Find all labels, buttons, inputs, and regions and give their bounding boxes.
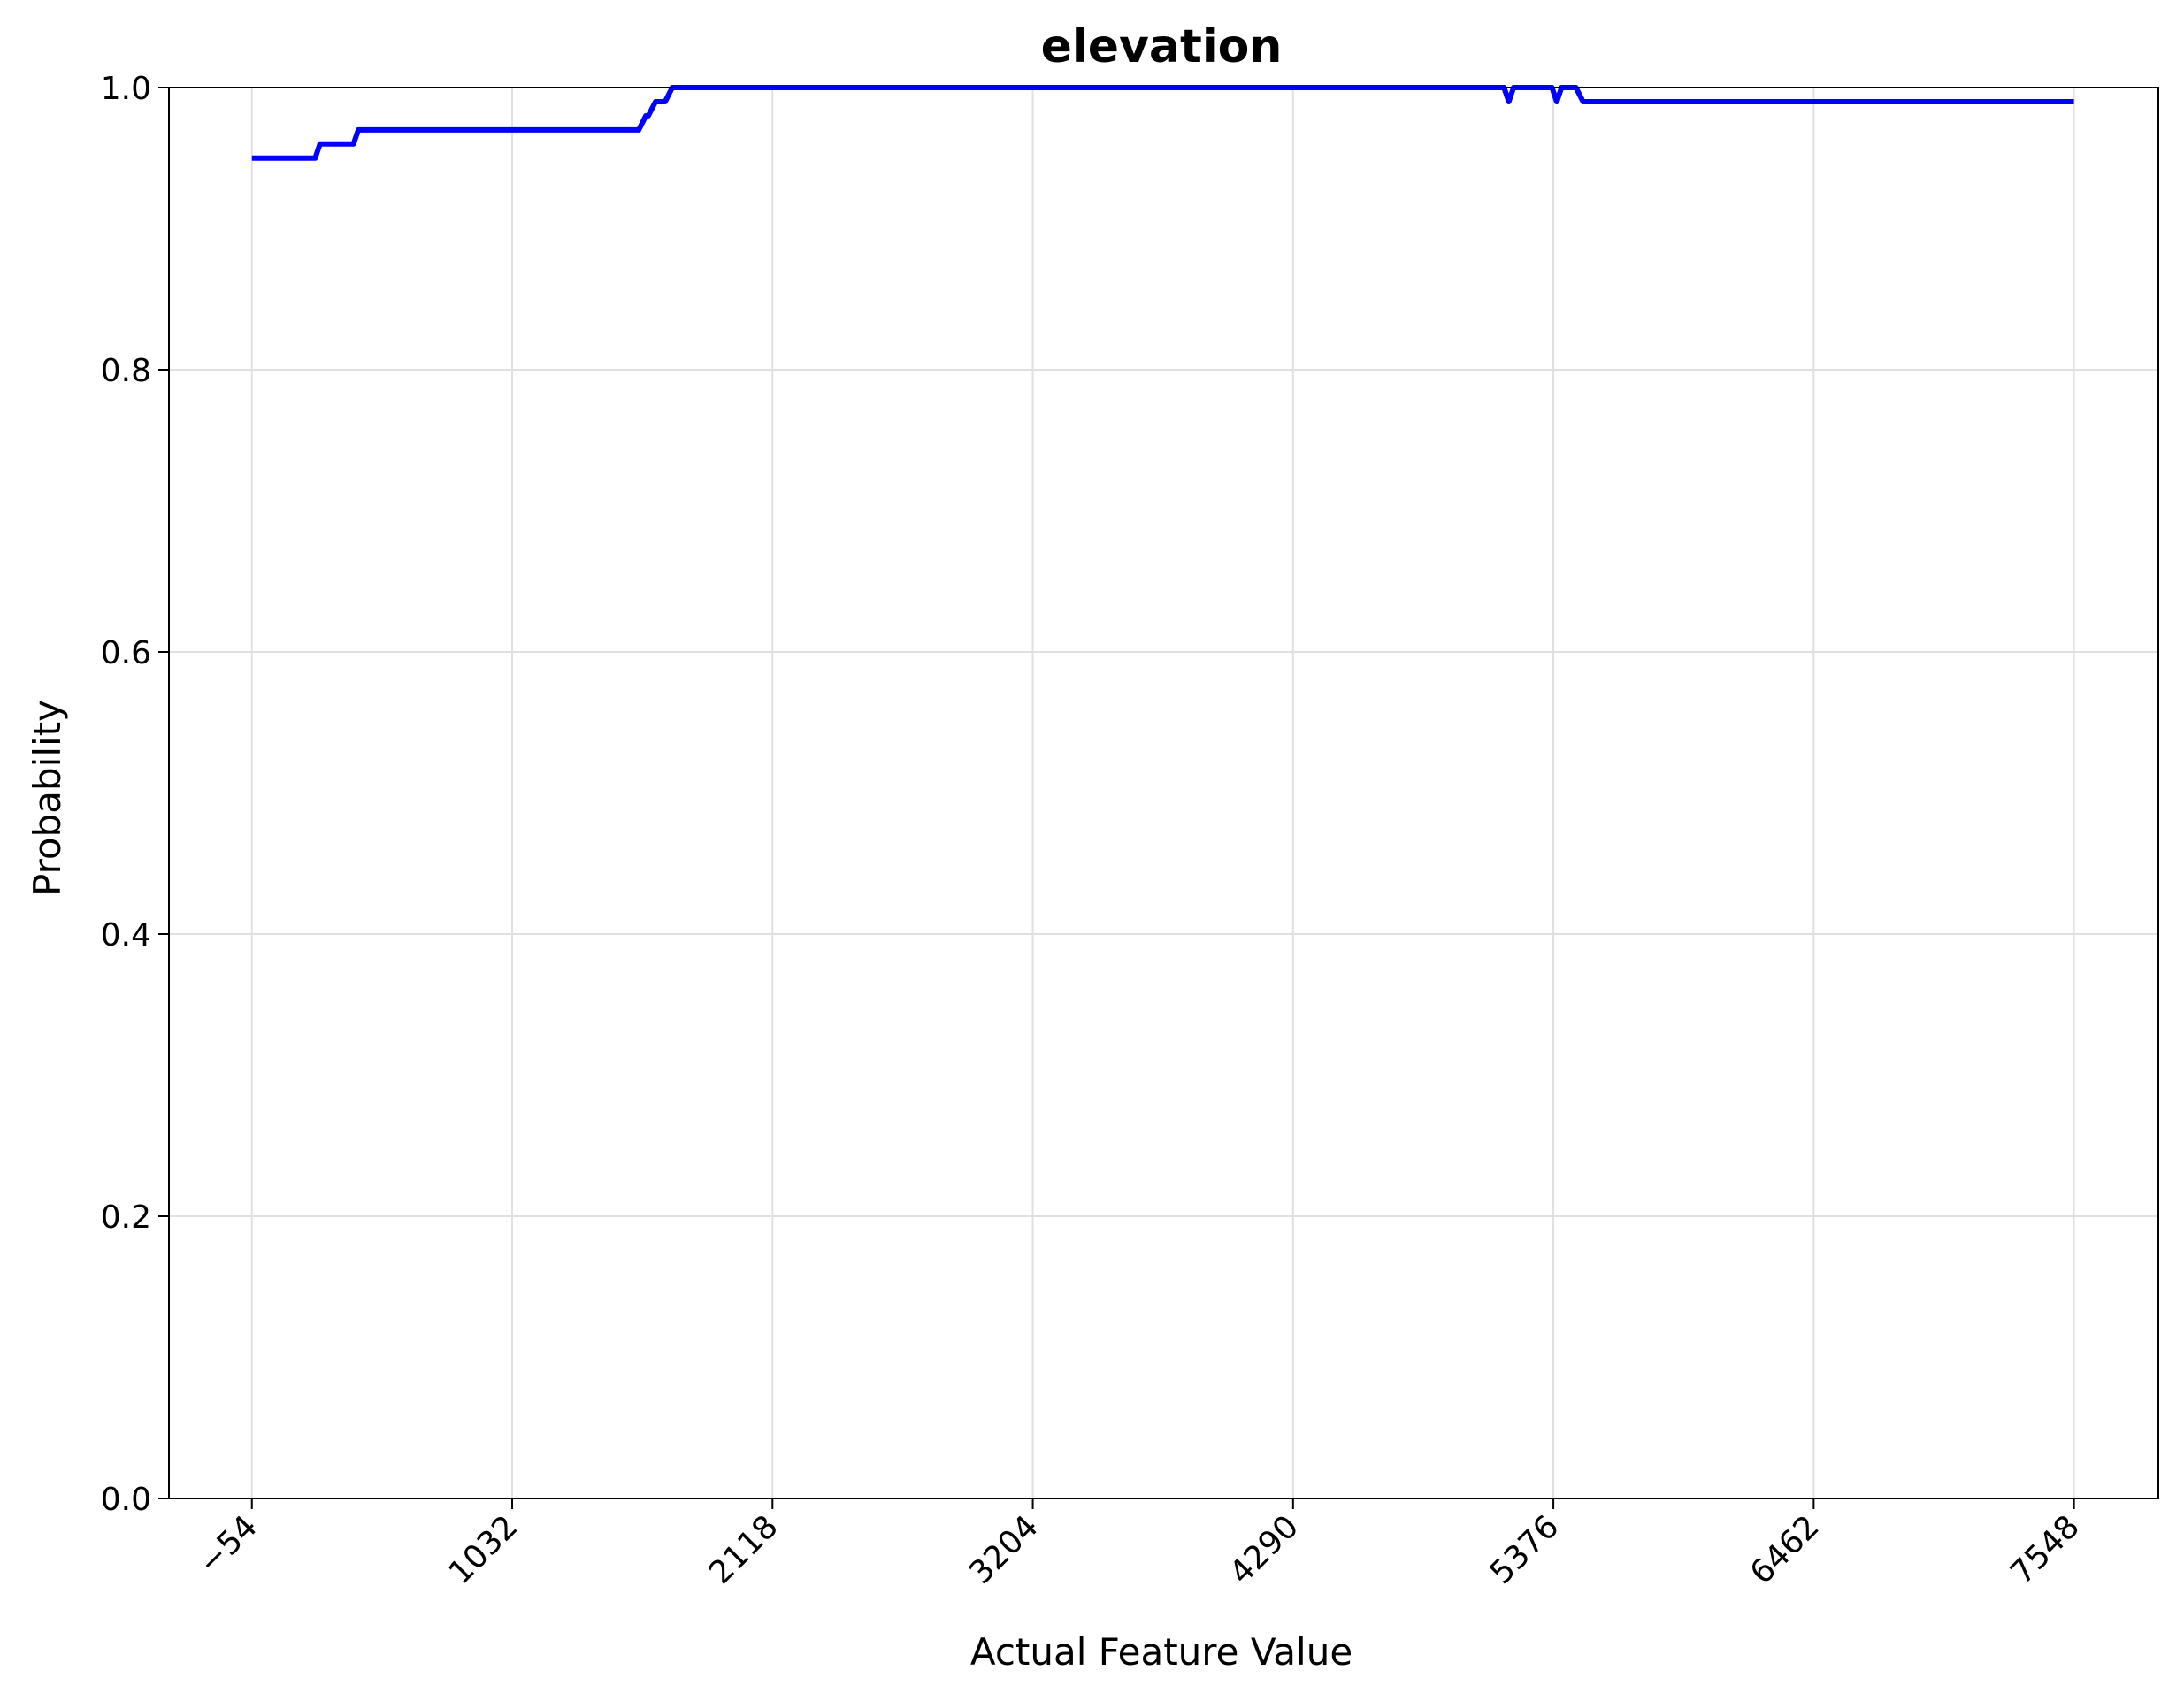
- chart-title: elevation: [1041, 20, 1283, 73]
- x-tick-label: 7548: [2004, 1508, 2087, 1591]
- y-tick-label: 0.2: [101, 1199, 151, 1236]
- x-tick-label: 3204: [962, 1508, 1046, 1591]
- x-tick-label: −54: [191, 1508, 264, 1582]
- x-axis-label: Actual Feature Value: [970, 1630, 1353, 1674]
- y-tick-label: 0.6: [101, 635, 151, 671]
- x-tick-label: 4290: [1222, 1508, 1306, 1591]
- plot-frame: [168, 87, 2159, 1499]
- x-axis: −54 1032 2118 3204 4290 5376 6462 7548: [191, 1498, 2087, 1591]
- grid-lines: [169, 88, 2158, 1498]
- x-tick-label: 5376: [1483, 1508, 1567, 1591]
- y-tick-label: 0.8: [101, 353, 151, 389]
- x-tick-label: 2118: [702, 1508, 785, 1591]
- y-axis-label: Probability: [26, 700, 69, 896]
- plot-series: [251, 85, 2074, 161]
- x-tick-label: 1032: [442, 1508, 525, 1591]
- x-tick-label: 6462: [1743, 1508, 1827, 1591]
- series-line: [251, 85, 2074, 161]
- y-tick-label: 0.0: [101, 1482, 151, 1518]
- y-axis: 0.0 0.2 0.4 0.6 0.8 1.0: [101, 71, 169, 1518]
- y-tick-label: 0.4: [101, 917, 151, 954]
- y-tick-label: 1.0: [101, 71, 151, 107]
